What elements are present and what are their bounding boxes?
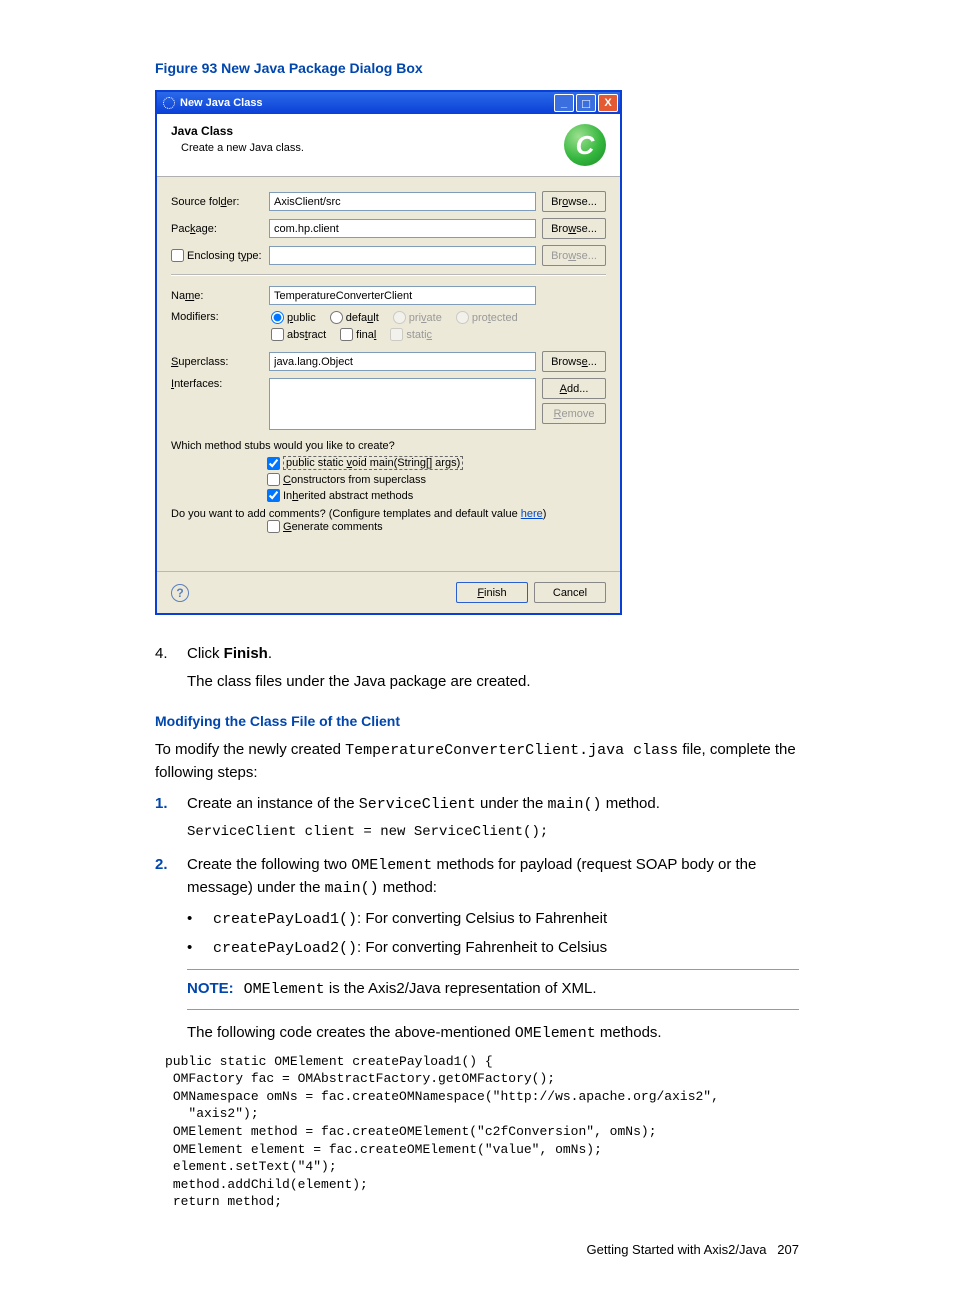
step-4-sub: The class files under the Java package a… bbox=[187, 671, 799, 693]
banner-title: Java Class bbox=[171, 124, 564, 138]
titlebar: New Java Class _ □ X bbox=[157, 92, 620, 114]
step-4: 4. Click Finish. bbox=[155, 643, 799, 665]
class-icon bbox=[564, 124, 606, 166]
banner-subtitle: Create a new Java class. bbox=[171, 142, 564, 154]
page-footer: Getting Started with Axis2/Java 207 bbox=[155, 1241, 799, 1260]
app-icon bbox=[163, 97, 175, 109]
minimize-button[interactable]: _ bbox=[554, 94, 574, 112]
comments-question: Do you want to add comments? (Configure … bbox=[171, 508, 606, 520]
step-1-code: ServiceClient client = new ServiceClient… bbox=[187, 822, 799, 842]
maximize-button[interactable]: □ bbox=[576, 94, 596, 112]
modifier-protected-radio: protected bbox=[456, 311, 518, 324]
interfaces-list[interactable] bbox=[269, 378, 536, 430]
name-label: Name: bbox=[171, 290, 263, 302]
package-browse-button[interactable]: Browse... bbox=[542, 218, 606, 239]
enclosing-type-label[interactable]: Enclosing type: bbox=[171, 249, 263, 262]
modifier-default-radio[interactable]: default bbox=[330, 311, 379, 324]
superclass-browse-button[interactable]: Browse... bbox=[542, 351, 606, 372]
after-note-text: The following code creates the above-men… bbox=[187, 1022, 799, 1045]
enclosing-type-checkbox[interactable] bbox=[171, 249, 184, 262]
stubs-question: Which method stubs would you like to cre… bbox=[171, 440, 606, 452]
stub-inherited-checkbox[interactable]: Inherited abstract methods bbox=[267, 489, 606, 502]
modifier-public-radio[interactable]: public bbox=[271, 311, 316, 324]
window-title: New Java Class bbox=[180, 97, 554, 109]
stub-constructors-checkbox[interactable]: Constructors from superclass bbox=[267, 473, 606, 486]
step-2: 2. Create the following two OMElement me… bbox=[155, 854, 799, 900]
package-input[interactable] bbox=[269, 219, 536, 238]
source-folder-label: Source folder: bbox=[171, 196, 263, 208]
interfaces-add-button[interactable]: Add... bbox=[542, 378, 606, 399]
modifier-abstract-checkbox[interactable]: abstract bbox=[271, 328, 326, 341]
step-1: 1. Create an instance of the ServiceClie… bbox=[155, 793, 799, 816]
comments-here-link[interactable]: here bbox=[521, 508, 543, 520]
interfaces-label: Interfaces: bbox=[171, 378, 263, 390]
enclosing-type-browse-button: Browse... bbox=[542, 245, 606, 266]
modifier-private-radio: private bbox=[393, 311, 442, 324]
section-heading: Modifying the Class File of the Client bbox=[155, 711, 799, 731]
modifiers-label: Modifiers: bbox=[171, 311, 263, 323]
source-folder-input[interactable] bbox=[269, 192, 536, 211]
superclass-input[interactable] bbox=[269, 352, 536, 371]
cancel-button[interactable]: Cancel bbox=[534, 582, 606, 603]
help-icon[interactable]: ? bbox=[171, 584, 189, 602]
banner: Java Class Create a new Java class. bbox=[157, 114, 620, 177]
note-box: NOTE:OMElement is the Axis2/Java represe… bbox=[187, 969, 799, 1010]
interfaces-remove-button: Remove bbox=[542, 403, 606, 424]
name-input[interactable] bbox=[269, 286, 536, 305]
bullet-2: createPayLoad2(): For converting Fahrenh… bbox=[187, 937, 799, 960]
bullet-1: createPayLoad1(): For converting Celsius… bbox=[187, 908, 799, 931]
new-java-class-dialog: New Java Class _ □ X Java Class Create a… bbox=[155, 90, 622, 615]
close-button[interactable]: X bbox=[598, 94, 618, 112]
modifier-static-checkbox: static bbox=[390, 328, 432, 341]
code-block: public static OMElement createPayload1()… bbox=[165, 1053, 799, 1211]
stub-main-checkbox[interactable]: public static void main(String[] args) bbox=[267, 456, 606, 470]
source-folder-browse-button[interactable]: Browse... bbox=[542, 191, 606, 212]
superclass-label: Superclass: bbox=[171, 356, 263, 368]
finish-button[interactable]: Finish bbox=[456, 582, 528, 603]
intro-text: To modify the newly created TemperatureC… bbox=[155, 739, 799, 784]
generate-comments-checkbox[interactable]: Generate comments bbox=[267, 520, 606, 533]
modifier-final-checkbox[interactable]: final bbox=[340, 328, 376, 341]
package-label: Package: bbox=[171, 223, 263, 235]
figure-title: Figure 93 New Java Package Dialog Box bbox=[155, 60, 799, 76]
enclosing-type-input bbox=[269, 246, 536, 265]
